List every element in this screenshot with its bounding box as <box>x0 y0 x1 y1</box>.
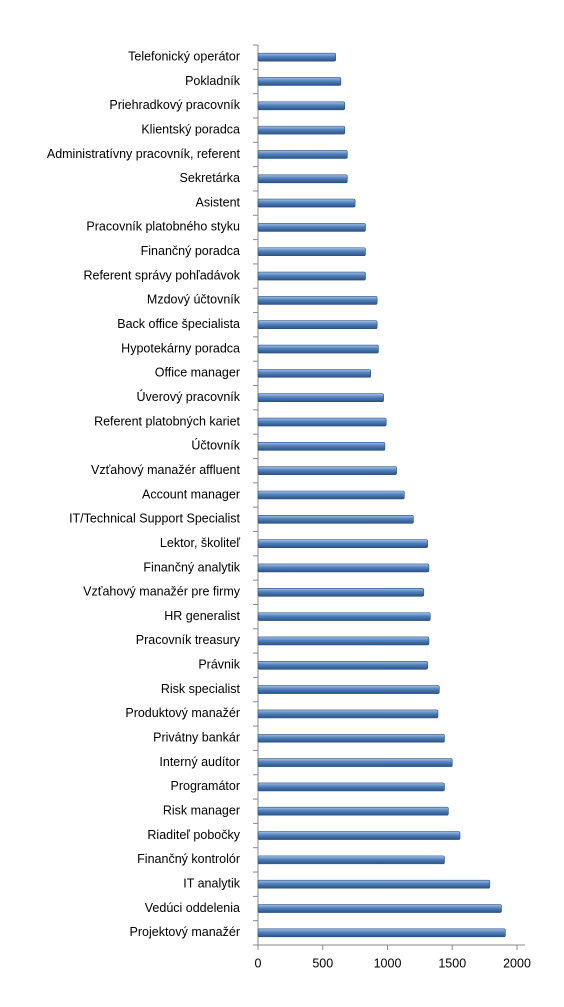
y-tick-label: Projektový manažér <box>130 925 240 939</box>
bar <box>257 636 430 646</box>
y-tick-label: Risk specialist <box>161 682 241 696</box>
bar <box>257 52 336 62</box>
y-tick-label: Account manager <box>142 487 240 501</box>
bar <box>257 247 366 257</box>
bar <box>257 855 445 865</box>
bar <box>257 563 430 573</box>
x-tick-label: 1500 <box>438 956 466 970</box>
y-tick-label: Právnik <box>198 658 240 672</box>
y-tick-label: Risk manager <box>163 804 240 818</box>
bar <box>257 223 366 232</box>
bar <box>257 685 440 694</box>
bar <box>257 320 378 330</box>
bar <box>257 928 506 938</box>
bar <box>257 587 425 597</box>
y-tick-label: Klientský poradca <box>141 122 240 136</box>
bar <box>257 490 405 500</box>
bar <box>257 539 428 548</box>
x-tick-label: 1000 <box>374 956 402 970</box>
bar <box>257 709 439 719</box>
bar <box>257 125 346 135</box>
y-tick-label: Telefonický operátor <box>128 49 240 63</box>
bar <box>257 101 346 111</box>
y-tick-label: Riaditeľ pobočky <box>147 828 240 842</box>
bar <box>257 782 445 792</box>
y-tick-label: Vzťahový manažér pre firmy <box>83 585 241 599</box>
bar <box>257 271 366 281</box>
bar <box>257 198 356 208</box>
y-tick-label: HR generalist <box>164 609 240 623</box>
bar <box>257 442 386 451</box>
x-tick-label: 2000 <box>503 956 531 970</box>
y-tick-label: Pokladník <box>185 74 241 88</box>
y-tick-label: Finančný analytik <box>143 560 240 574</box>
y-tick-label: Interný audítor <box>159 755 240 769</box>
y-tick-label: Pracovník platobného styku <box>86 220 240 234</box>
y-tick-label: Finančný kontrolór <box>137 852 240 866</box>
y-tick-label: Referent správy pohľadávok <box>83 268 240 282</box>
bar <box>257 393 384 403</box>
bar <box>257 758 453 767</box>
y-tick-label: Lektor, školiteľ <box>160 536 240 550</box>
y-tick-label: Pracovník treasury <box>136 633 241 647</box>
y-tick-label: Mzdový účtovník <box>147 293 241 307</box>
bar <box>257 660 428 670</box>
bar <box>257 466 397 475</box>
y-tick-label: Úverový pracovník <box>136 389 240 404</box>
bar <box>257 150 348 159</box>
y-tick-label: Finančný poradca <box>141 244 240 258</box>
y-tick-label: Priehradkový pracovník <box>109 98 240 112</box>
bar <box>257 417 387 427</box>
bar <box>257 831 461 840</box>
y-tick-label: Back office špecialista <box>117 317 240 331</box>
bar <box>257 612 431 621</box>
y-tick-label: Programátor <box>171 779 240 793</box>
bar <box>257 296 378 305</box>
x-tick-label: 0 <box>255 956 262 970</box>
y-tick-label: Office manager <box>155 366 240 380</box>
y-tick-label: IT analytik <box>183 876 240 890</box>
y-tick-label: Asistent <box>196 195 241 209</box>
x-tick-label: 500 <box>312 956 333 970</box>
bar <box>257 344 379 354</box>
bar <box>257 174 348 184</box>
y-tick-label: Hypotekárny poradca <box>121 341 240 355</box>
y-tick-label: IT/Technical Support Specialist <box>69 512 240 526</box>
bar <box>257 904 502 913</box>
y-tick-label: Referent platobných kariet <box>94 414 240 428</box>
bar <box>257 879 491 889</box>
y-tick-label: Produktový manažér <box>125 706 240 720</box>
y-tick-label: Vedúci oddelenia <box>145 901 240 915</box>
bar <box>257 733 445 743</box>
bar <box>257 77 342 86</box>
y-tick-label: Administratívny pracovník, referent <box>47 147 241 161</box>
bar <box>257 806 449 816</box>
bar <box>257 515 414 524</box>
y-tick-label: Sekretárka <box>180 171 240 185</box>
bar <box>257 369 371 378</box>
y-tick-label: Vzťahový manažér affluent <box>91 463 241 477</box>
y-tick-label: Privátny bankár <box>153 731 240 745</box>
y-tick-label: Účtovník <box>191 438 240 453</box>
